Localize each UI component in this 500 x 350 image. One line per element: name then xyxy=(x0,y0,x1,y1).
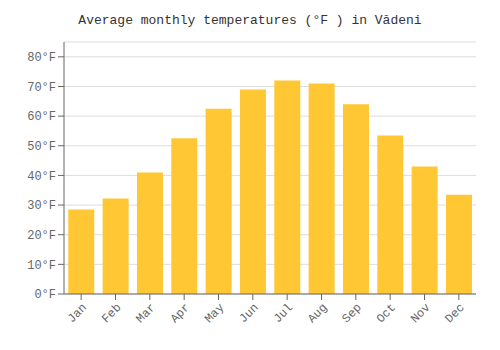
svg-text:50°F: 50°F xyxy=(27,140,56,154)
svg-text:70°F: 70°F xyxy=(27,81,56,95)
svg-text:Sep: Sep xyxy=(340,301,365,326)
svg-text:Apr: Apr xyxy=(168,301,193,326)
svg-text:40°F: 40°F xyxy=(27,170,56,184)
svg-text:Jan: Jan xyxy=(65,301,90,326)
svg-text:Aug: Aug xyxy=(305,301,330,326)
html-text:Average monthly temperatures (: Average monthly temperatures (°F ) in Vă… xyxy=(78,13,422,28)
svg-text:Jun: Jun xyxy=(237,301,262,326)
svg-text:Mar: Mar xyxy=(134,301,159,326)
svg-text:80°F: 80°F xyxy=(27,51,56,65)
svg-text:0°F: 0°F xyxy=(34,288,56,302)
svg-text:Jul: Jul xyxy=(271,301,296,326)
svg-text:Dec: Dec xyxy=(443,301,468,326)
svg-text:10°F: 10°F xyxy=(27,259,56,273)
svg-text:60°F: 60°F xyxy=(27,110,56,124)
svg-text:May: May xyxy=(202,301,227,326)
svg-text:Oct: Oct xyxy=(374,301,399,326)
svg-text:Feb: Feb xyxy=(99,301,124,326)
svg-text:Nov: Nov xyxy=(408,301,433,326)
svg-text:30°F: 30°F xyxy=(27,199,56,213)
svg-text:20°F: 20°F xyxy=(27,229,56,243)
